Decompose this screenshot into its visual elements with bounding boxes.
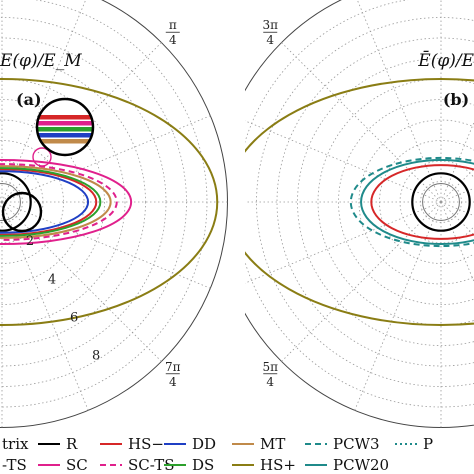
angle-tick-numerator: 7π — [165, 360, 181, 374]
grid-spoke — [1, 201, 211, 289]
series-HS-curve — [0, 168, 98, 236]
legend-label: PCW20 — [333, 456, 389, 474]
series-R-curve — [411, 172, 471, 232]
series-SCTS-curve — [0, 163, 118, 241]
grid-spoke — [1, 0, 87, 203]
panel-label: (b) — [443, 90, 469, 109]
radial-tick-label: 6 — [70, 311, 78, 326]
grid-circle — [297, 58, 474, 346]
grid-spoke — [440, 201, 474, 283]
angle-tick-numerator: 3π — [262, 18, 278, 32]
panel-a-polar-plot: π4π23π27π42468(a)E(φ)/E_M — [0, 0, 228, 460]
angle-tick-numerator: π — [169, 18, 177, 32]
axis-label: E(φ)/E_M — [0, 51, 82, 71]
grid-circle — [358, 119, 474, 285]
legend-background — [0, 430, 474, 474]
angle-tick-label: 7π4 — [165, 360, 181, 389]
grid-spoke — [354, 201, 442, 411]
grid-circle — [338, 99, 474, 305]
grid-spoke — [1, 115, 211, 203]
series-PCW20-curve — [360, 158, 474, 246]
series-HS-curve — [0, 78, 219, 326]
series-R-curve — [0, 172, 32, 232]
series-HS-curve — [370, 164, 474, 240]
axis-label: Ē(φ)/E — [417, 50, 474, 71]
legend-label: SC — [66, 456, 88, 474]
inset-band — [37, 127, 93, 132]
legend-label: HS− — [128, 435, 164, 453]
angle-tick-denominator: 4 — [169, 375, 177, 389]
angle-tick-label: π4 — [165, 18, 180, 47]
reference-circle-R — [1, 191, 43, 233]
angle-tick-label: 5π4 — [262, 360, 278, 389]
grid-spoke — [245, 120, 442, 203]
grid-spoke — [245, 201, 442, 284]
inset-border — [35, 97, 95, 157]
radial-tick-label: 2 — [26, 234, 34, 249]
inset-band — [37, 121, 93, 126]
legend-label: P — [423, 435, 433, 453]
panel-label: (a) — [16, 90, 42, 109]
inner-reference-circle — [0, 183, 21, 221]
legend-label: trix — [2, 435, 29, 453]
grid-circle — [0, 58, 146, 346]
legend-label: R — [66, 435, 78, 453]
inset-band — [37, 139, 93, 144]
angle-tick-denominator: 4 — [266, 375, 274, 389]
zoom-inset — [35, 97, 95, 157]
inset-band — [37, 115, 93, 120]
grid-circle — [0, 99, 105, 305]
panel-b-polar-plot: π23π45π43π2(b)Ē(φ)/E — [245, 0, 474, 460]
legend-label: HS+ — [260, 456, 296, 474]
inset-band — [37, 133, 93, 138]
series-MT-curve — [0, 165, 112, 239]
series-DD-curve — [0, 170, 90, 234]
inner-reference-circle — [422, 183, 460, 221]
grid-spoke — [0, 201, 3, 205]
legend-label: MT — [260, 435, 285, 453]
angle-tick-denominator: 4 — [169, 33, 177, 47]
zoom-marker-circle — [32, 147, 52, 167]
series-HS-curve — [245, 78, 474, 326]
legend-label: DS — [192, 456, 214, 474]
grid-spoke — [1, 201, 89, 411]
angle-tick-label: 3π4 — [262, 18, 278, 47]
series-PCW3-curve — [349, 156, 474, 248]
angle-tick-denominator: 4 — [266, 33, 274, 47]
legend-label: DD — [192, 435, 216, 453]
legend-label: PCW3 — [333, 435, 380, 453]
grid-spoke — [1, 201, 162, 362]
radial-tick-label: 4 — [48, 272, 56, 287]
legend-label: SC-TS — [128, 456, 175, 474]
grid-circle — [0, 119, 85, 285]
grid-spoke — [281, 42, 442, 203]
grid-spoke — [281, 201, 442, 362]
legend-label: -TS — [2, 456, 27, 474]
legend: trix R HS− DD MT PCW3 P -TS SC SC-TS DS HS+ PCW20 — [0, 430, 474, 474]
angle-tick-numerator: 5π — [262, 360, 278, 374]
series-DS-curve — [0, 167, 102, 237]
grid-spoke — [356, 0, 442, 203]
series-SC-curve — [0, 158, 133, 246]
radial-tick-label: 8 — [92, 349, 100, 364]
